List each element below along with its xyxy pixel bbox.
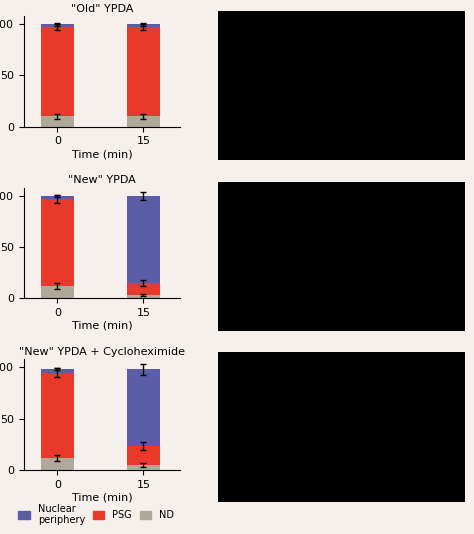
Bar <box>127 283 160 295</box>
Bar <box>41 196 74 199</box>
Bar <box>127 446 160 465</box>
X-axis label: Time (min): Time (min) <box>72 492 132 502</box>
Bar <box>127 116 160 127</box>
Bar <box>41 370 74 373</box>
Bar <box>41 116 74 127</box>
Legend: Nuclear
periphery, PSG, ND: Nuclear periphery, PSG, ND <box>14 500 178 529</box>
Title: "New" YPDA + Cycloheximide: "New" YPDA + Cycloheximide <box>19 347 185 357</box>
Bar <box>127 24 160 27</box>
Bar <box>41 24 74 27</box>
Bar <box>41 373 74 458</box>
X-axis label: Time (min): Time (min) <box>72 149 132 159</box>
Bar <box>127 465 160 470</box>
Bar <box>127 295 160 299</box>
Bar <box>41 458 74 470</box>
Title: "New" YPDA: "New" YPDA <box>68 176 136 185</box>
Title: "Old" YPDA: "Old" YPDA <box>71 4 133 14</box>
Bar <box>127 27 160 116</box>
X-axis label: Time (min): Time (min) <box>72 321 132 331</box>
Bar <box>41 286 74 299</box>
Bar <box>41 199 74 286</box>
Bar <box>41 27 74 116</box>
Bar <box>127 370 160 446</box>
Bar <box>127 196 160 283</box>
